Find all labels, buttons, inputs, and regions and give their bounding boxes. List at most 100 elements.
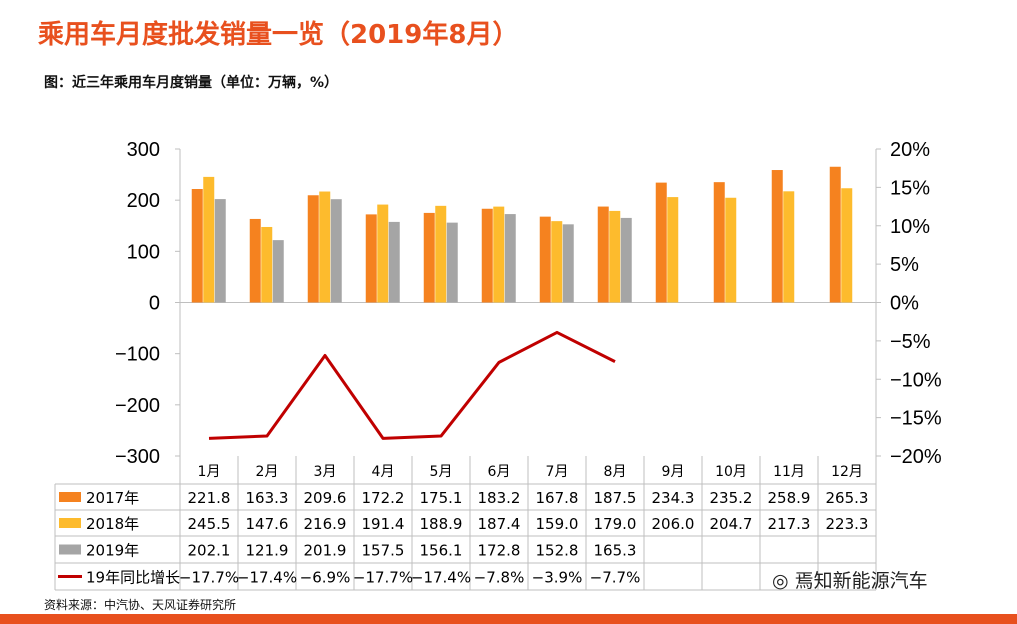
legend-swatch-2019年 <box>59 544 81 555</box>
bar-2017年-8月 <box>597 206 609 303</box>
table-cell: 183.2 <box>478 489 521 507</box>
table-cell: 179.0 <box>594 515 637 533</box>
table-cell: 156.1 <box>420 542 463 560</box>
watermark-text: 焉知新能源汽车 <box>794 570 928 592</box>
x-category-label: 8月 <box>604 464 627 480</box>
y-right-tick-label: 20% <box>890 139 930 161</box>
y-right-tick-label: 15% <box>890 177 930 199</box>
table-cell: 175.1 <box>420 489 463 507</box>
y-right-tick-label: −10% <box>890 369 942 391</box>
table-cell: 206.0 <box>652 515 695 533</box>
legend-label: 2017年 <box>86 489 139 507</box>
y-left-tick-label: −200 <box>115 395 160 417</box>
bottom-accent-bar <box>0 614 1017 624</box>
table-cell: −7.8% <box>474 569 525 587</box>
table-cell: −17.4% <box>411 569 471 587</box>
table-cell: −17.7% <box>179 569 239 587</box>
table-cell: −3.9% <box>532 569 583 587</box>
x-category-label: 12月 <box>831 464 863 480</box>
table-cell: 209.6 <box>304 489 347 507</box>
bar-2018年-7月 <box>551 221 563 303</box>
table-cell: 187.5 <box>594 489 637 507</box>
bar-2018年-4月 <box>377 204 389 303</box>
bar-2018年-8月 <box>609 210 621 303</box>
y-right-tick-label: 5% <box>890 254 919 276</box>
bar-2018年-6月 <box>493 206 505 303</box>
table-cell: −6.9% <box>300 569 351 587</box>
x-category-label: 2月 <box>256 464 279 480</box>
y-left-tick-label: 100 <box>127 241 160 263</box>
bar-2017年-12月 <box>829 166 841 303</box>
table-cell: 245.5 <box>188 515 231 533</box>
y-left-tick-label: 0 <box>149 293 160 315</box>
x-category-label: 5月 <box>430 464 453 480</box>
y-right-tick-label: 10% <box>890 216 930 238</box>
bar-2019年-8月 <box>620 217 632 303</box>
x-category-label: 6月 <box>488 464 511 480</box>
y-left-tick-label: 300 <box>127 139 160 161</box>
bar-2018年-12月 <box>841 188 853 303</box>
bar-2019年-1月 <box>214 199 226 303</box>
legend-swatch-2018年 <box>59 518 81 528</box>
table-cell: 202.1 <box>188 542 231 560</box>
chart-subtitle: 图：近三年乘用车月度销量（单位：万辆，%） <box>44 75 339 91</box>
bar-2019年-2月 <box>272 240 284 303</box>
bar-2017年-6月 <box>481 208 493 303</box>
bar-2017年-1月 <box>191 189 203 303</box>
x-category-label: 11月 <box>773 464 805 480</box>
table-cell: 159.0 <box>536 515 579 533</box>
bar-2017年-3月 <box>307 195 319 303</box>
bar-2017年-4月 <box>365 214 377 303</box>
table-cell: −7.7% <box>590 569 641 587</box>
y-right-tick-label: −20% <box>890 446 942 468</box>
bar-2018年-3月 <box>319 191 331 303</box>
bar-2019年-4月 <box>388 221 400 303</box>
x-category-label: 4月 <box>372 464 395 480</box>
bar-2018年-11月 <box>783 191 795 303</box>
x-category-label: 7月 <box>546 464 569 480</box>
y-right-tick-label: 0% <box>890 293 919 315</box>
y-right-tick-label: −5% <box>890 331 931 353</box>
bar-2018年-2月 <box>261 226 273 303</box>
table-cell: 152.8 <box>536 542 579 560</box>
bar-2017年-10月 <box>713 182 725 303</box>
bar-2019年-5月 <box>446 222 458 303</box>
bar-2018年-1月 <box>203 176 215 303</box>
watermark: ◎ 焉知新能源汽车 <box>772 566 928 593</box>
x-category-label: 1月 <box>198 464 221 480</box>
chart-title: 乘用车月度批发销量一览（2019年8月） <box>38 20 519 50</box>
y-right-tick-label: −15% <box>890 408 942 430</box>
table-cell: 216.9 <box>304 515 347 533</box>
bar-2017年-11月 <box>771 170 783 303</box>
table-cell: 234.3 <box>652 489 695 507</box>
table-cell: 172.2 <box>362 489 405 507</box>
table-cell: 204.7 <box>710 515 753 533</box>
table-cell: −17.7% <box>353 569 413 587</box>
y-left-tick-label: −100 <box>115 344 160 366</box>
x-category-label: 10月 <box>715 464 747 480</box>
table-cell: 157.5 <box>362 542 405 560</box>
table-cell: 172.8 <box>478 542 521 560</box>
table-cell: 165.3 <box>594 542 637 560</box>
table-cell: −17.4% <box>237 569 297 587</box>
bar-2018年-9月 <box>667 197 679 303</box>
table-cell: 121.9 <box>246 542 289 560</box>
y-left-tick-label: −300 <box>115 446 160 468</box>
growth-line-series <box>208 330 616 440</box>
bar-2019年-3月 <box>330 199 342 303</box>
bar-2017年-9月 <box>655 182 667 303</box>
table-cell: 235.2 <box>710 489 753 507</box>
combo-chart: 300 200 100 0 −100 −200 −300 20% 15% 10% 5% 0% −5% −1… <box>54 139 942 591</box>
legend-label: 19年同比增长 <box>86 569 180 587</box>
table-cell: 221.8 <box>188 489 231 507</box>
table-cell: 201.9 <box>304 542 347 560</box>
table-cell: 258.9 <box>768 489 811 507</box>
table-cell: 265.3 <box>826 489 869 507</box>
bar-2019年-6月 <box>504 214 516 303</box>
table-cell: 188.9 <box>420 515 463 533</box>
wechat-icon: ◎ <box>772 570 795 592</box>
table-cell: 163.3 <box>246 489 289 507</box>
bar-2018年-10月 <box>725 197 737 303</box>
table-cell: 147.6 <box>246 515 289 533</box>
bar-2017年-2月 <box>249 218 261 303</box>
